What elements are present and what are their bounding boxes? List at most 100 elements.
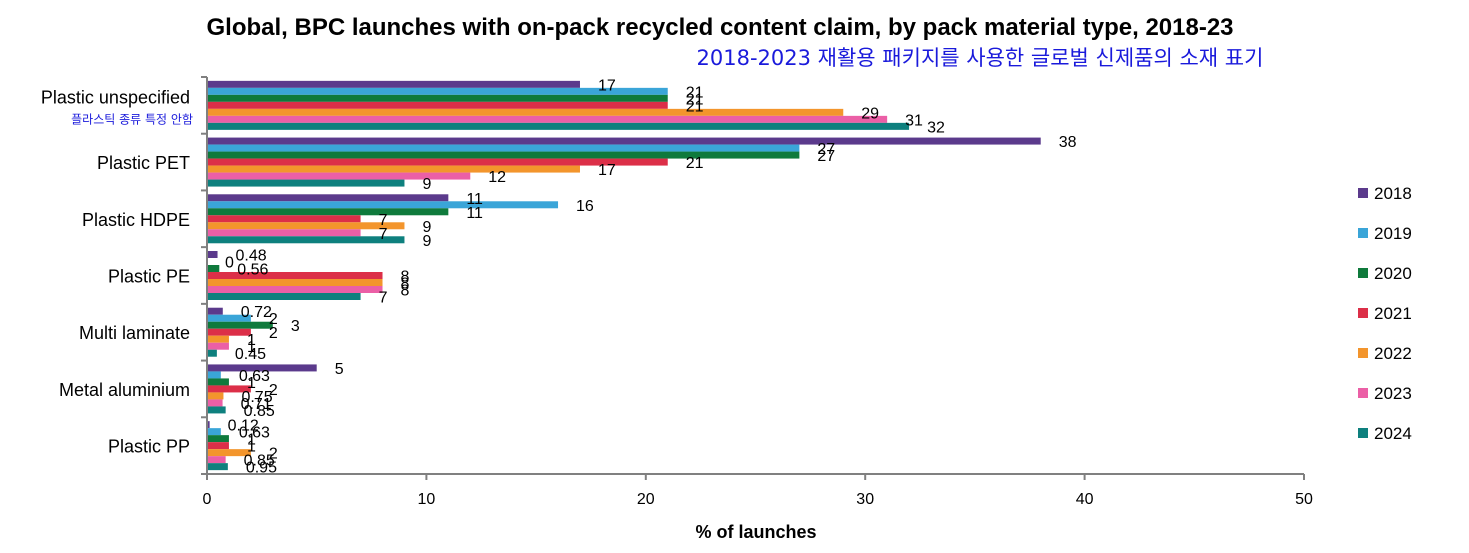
bar-5-2021 xyxy=(207,385,251,393)
data-label-5-2021: 2 xyxy=(269,382,278,399)
legend-label-2024: 2024 xyxy=(1374,424,1412,443)
bar-4-2018 xyxy=(207,307,223,315)
bar-3-2024 xyxy=(207,293,361,300)
data-label-4-2020: 3 xyxy=(291,318,300,335)
data-label-5-2022: 0.75 xyxy=(241,389,272,406)
data-label-2-2020: 11 xyxy=(466,205,483,222)
data-label-4-2023: 1 xyxy=(247,339,256,356)
bar-4-2019 xyxy=(207,314,251,322)
legend-label-2019: 2019 xyxy=(1374,224,1412,243)
data-label-5-2020: 1 xyxy=(247,375,256,392)
data-label-2-2023: 7 xyxy=(379,226,388,243)
data-label-0-2020: 21 xyxy=(686,91,704,108)
data-label-0-2018: 17 xyxy=(598,77,616,94)
bar-3-2022 xyxy=(207,279,383,286)
data-label-4-2019: 2 xyxy=(269,311,278,328)
legend-label-2020: 2020 xyxy=(1374,264,1412,283)
data-label-5-2023: 0.71 xyxy=(241,396,272,413)
bar-1-2019 xyxy=(207,144,800,152)
bar-6-2024 xyxy=(207,463,228,471)
data-label-6-2022: 2 xyxy=(269,446,278,463)
category-label-5: Metal aluminium xyxy=(59,380,190,400)
bar-6-2023 xyxy=(207,456,226,464)
category-label-6: Plastic PP xyxy=(108,437,190,457)
bar-1-2021 xyxy=(207,158,668,166)
legend-label-2018: 2018 xyxy=(1374,184,1412,203)
data-label-6-2019: 0.63 xyxy=(239,425,270,442)
bar-5-2024 xyxy=(207,406,226,414)
bar-5-2020 xyxy=(207,378,229,386)
bar-4-2021 xyxy=(207,328,251,336)
bar-3-2020 xyxy=(207,265,220,272)
category-label-4: Multi laminate xyxy=(79,323,190,343)
data-label-1-2024: 9 xyxy=(422,176,431,193)
bar-1-2023 xyxy=(207,172,471,180)
data-label-2-2021: 7 xyxy=(379,212,388,229)
bar-5-2022 xyxy=(207,392,224,400)
data-label-2-2024: 9 xyxy=(422,233,431,250)
data-label-5-2019: 0.63 xyxy=(239,368,270,385)
bar-1-2018 xyxy=(207,137,1041,145)
bar-4-2020 xyxy=(207,321,273,329)
data-label-3-2024: 7 xyxy=(379,290,388,307)
data-label-6-2021: 1 xyxy=(247,439,256,456)
bar-0-2018 xyxy=(207,80,580,88)
legend-swatch-2024 xyxy=(1358,428,1368,438)
category-annotation-0: 플라스틱 종류 특정 안함 xyxy=(71,112,193,126)
legend-swatch-2023 xyxy=(1358,388,1368,398)
data-label-3-2019: 0 xyxy=(225,255,234,272)
data-label-4-2024: 0.45 xyxy=(235,346,266,363)
data-label-1-2020: 27 xyxy=(817,148,835,165)
bar-3-2018 xyxy=(207,251,218,258)
data-label-0-2022: 29 xyxy=(861,105,879,122)
bar-5-2023 xyxy=(207,399,223,407)
x-axis-label: % of launches xyxy=(695,522,816,542)
data-label-5-2024: 0.85 xyxy=(244,403,275,420)
data-label-6-2023: 0.85 xyxy=(244,453,275,470)
bar-6-2022 xyxy=(207,449,251,457)
data-label-3-2023: 8 xyxy=(401,283,410,300)
data-label-4-2018: 0.72 xyxy=(241,304,272,321)
bar-5-2018 xyxy=(207,364,317,372)
bar-0-2022 xyxy=(207,108,844,116)
axes-layer: 0 10 20 30 40 50 xyxy=(201,76,1313,508)
data-label-0-2021: 21 xyxy=(686,98,704,115)
data-label-3-2020: 0.56 xyxy=(237,262,268,279)
bar-0-2023 xyxy=(207,115,888,123)
bar-6-2019 xyxy=(207,428,221,436)
data-label-1-2019: 27 xyxy=(817,141,835,158)
legend-swatch-2020 xyxy=(1358,268,1368,278)
bar-1-2024 xyxy=(207,179,405,187)
bar-0-2021 xyxy=(207,101,668,109)
data-label-3-2022: 8 xyxy=(401,276,410,293)
chart-title: Global, BPC launches with on-pack recycl… xyxy=(206,14,1234,41)
bar-2-2023 xyxy=(207,229,361,237)
data-label-0-2023: 31 xyxy=(905,112,923,129)
data-label-1-2021: 21 xyxy=(686,155,704,172)
category-label-3: Plastic PE xyxy=(108,267,190,287)
x-tick-label: 30 xyxy=(856,491,874,508)
data-label-4-2021: 2 xyxy=(269,325,278,342)
legend-label-2023: 2023 xyxy=(1374,384,1412,403)
data-label-4-2022: 1 xyxy=(247,332,256,349)
bar-2-2024 xyxy=(207,236,405,244)
x-tick-label: 0 xyxy=(203,491,212,508)
bar-0-2019 xyxy=(207,87,668,95)
x-tick-label: 50 xyxy=(1295,491,1313,508)
category-labels-layer: Plastic unspecified 플라스틱 종류 특정 안함 Plastic … xyxy=(41,87,193,456)
legend-swatch-2019 xyxy=(1358,228,1368,238)
bar-2-2022 xyxy=(207,222,405,230)
bar-3-2023 xyxy=(207,286,383,293)
data-label-1-2022: 17 xyxy=(598,162,616,179)
category-label-1: Plastic PET xyxy=(97,153,190,173)
legend: 2018 2019 2020 2021 2022 2023 2024 xyxy=(1358,184,1412,443)
x-tick-label: 10 xyxy=(418,491,436,508)
bar-2-2020 xyxy=(207,208,449,216)
x-tick-label: 40 xyxy=(1076,491,1094,508)
data-label-1-2018: 38 xyxy=(1059,134,1077,151)
bar-4-2022 xyxy=(207,335,229,343)
bar-4-2023 xyxy=(207,342,229,350)
data-label-3-2018: 0.48 xyxy=(236,248,267,265)
category-label-0: Plastic unspecified xyxy=(41,87,190,107)
